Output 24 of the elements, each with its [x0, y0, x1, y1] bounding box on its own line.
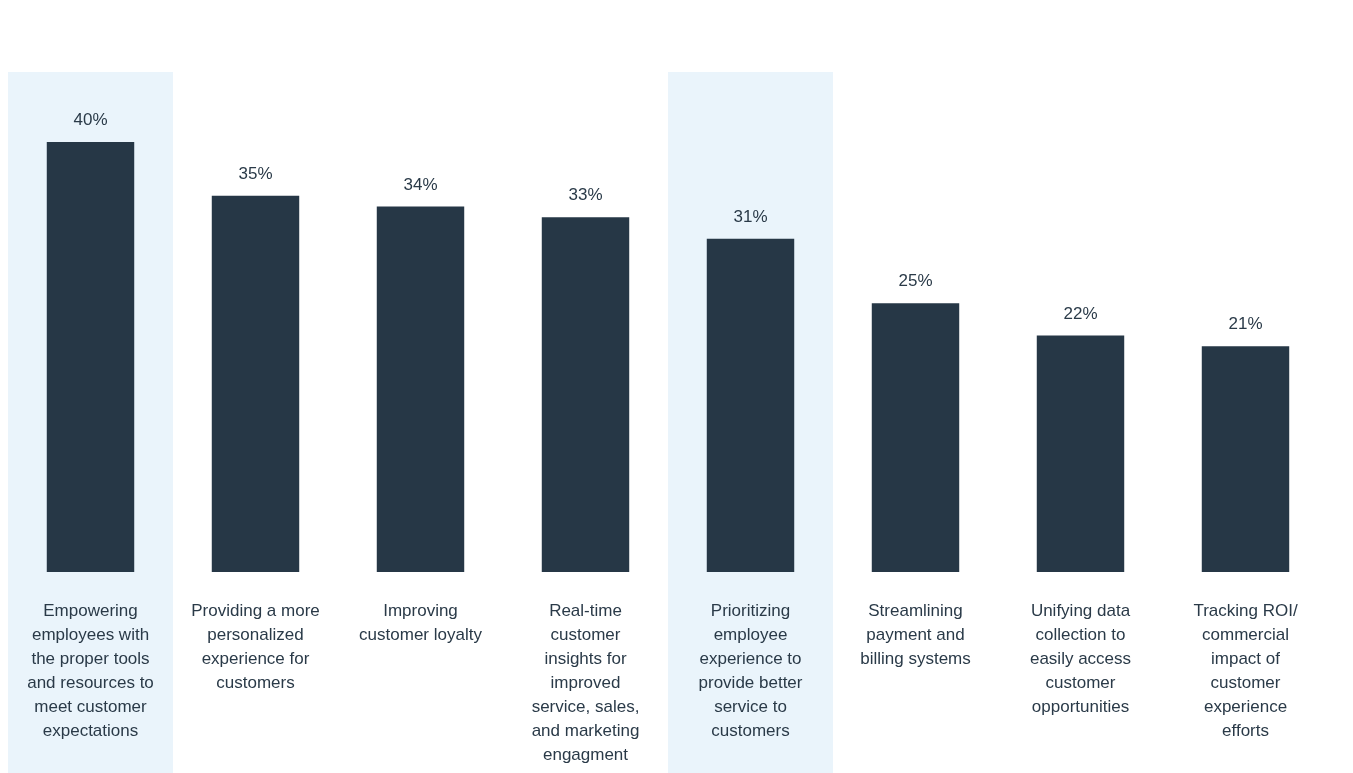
data-label: 34% [403, 174, 438, 194]
bar [706, 238, 795, 572]
x-tick-label: Improving customer loyalty [359, 600, 483, 644]
data-label: 25% [898, 271, 933, 291]
bar [871, 303, 960, 572]
bar [376, 206, 465, 572]
x-tick-label: Real-time customer insights for improved service, sales, and marketing engagment [531, 600, 640, 764]
x-tick-label: Tracking ROI/ commercial impact of customer experience efforts [1193, 600, 1298, 740]
bar [541, 217, 630, 572]
bar [211, 195, 300, 572]
data-label: 31% [733, 206, 768, 226]
data-label: 22% [1063, 303, 1098, 323]
x-tick-label: Providing a more personalized experience for customers [191, 600, 320, 692]
data-label: 33% [568, 185, 603, 205]
x-tick-label: Streamlining payment and billing systems [860, 600, 971, 668]
x-tick-label: Prioritizing employee experience to provide better service to customers [698, 600, 803, 740]
data-label: 35% [238, 163, 273, 183]
data-label: 40% [73, 110, 108, 129]
bar [1201, 346, 1290, 572]
bar [46, 142, 135, 572]
x-tick-label: Unifying data collection to easily access customer opportunities [1029, 600, 1132, 716]
bar [1036, 335, 1125, 572]
data-label: 21% [1228, 314, 1263, 334]
x-tick-label: Empowering employees with the proper tools and resources to meet customer expectations [27, 600, 154, 740]
